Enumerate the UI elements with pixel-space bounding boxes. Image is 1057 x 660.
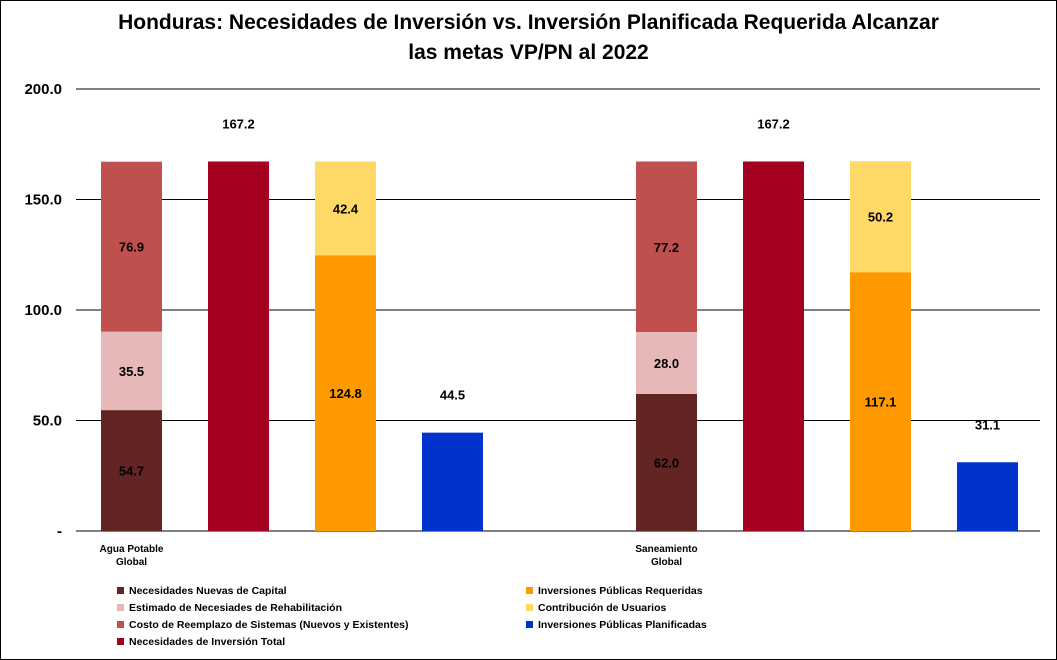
legend-item: Necesidades de Inversión Total <box>117 635 285 649</box>
y-tick-label: 50.0 <box>33 413 62 430</box>
data-label: 167.2 <box>757 116 790 131</box>
bar-segment <box>850 272 911 531</box>
bar-segment <box>957 462 1018 531</box>
data-label: 28.0 <box>654 356 679 371</box>
bar-segment <box>101 161 162 332</box>
y-tick-label: 100.0 <box>24 302 62 319</box>
category-label: Global <box>116 557 147 568</box>
bar-segment <box>850 161 911 273</box>
data-label: 54.7 <box>119 464 144 479</box>
legend-item: Contribución de Usuarios <box>526 601 666 615</box>
bar-segment <box>743 161 804 531</box>
data-label: 117.1 <box>865 395 897 410</box>
data-label: 77.2 <box>654 240 679 255</box>
legend-swatch <box>117 638 124 645</box>
data-label: 50.2 <box>868 210 893 225</box>
data-label: 31.1 <box>975 417 1000 432</box>
legend-item: Inversiones Públicas Planificadas <box>526 618 707 632</box>
legend-swatch <box>526 587 533 594</box>
y-tick-label: 200.0 <box>24 81 62 98</box>
bar-segment <box>636 161 697 333</box>
bar-segment <box>636 393 697 531</box>
chart-title-line-1: Honduras: Necesidades de Inversión vs. I… <box>118 11 939 34</box>
legend-swatch <box>117 621 124 628</box>
legend-item: Necesidades Nuevas de Capital <box>117 584 287 598</box>
bar-segment <box>315 255 376 531</box>
legend-item: Costo de Reemplazo de Sistemas (Nuevos y… <box>117 618 409 632</box>
data-label: 124.8 <box>329 386 362 401</box>
legend-label: Contribución de Usuarios <box>538 602 667 614</box>
data-label: 167.2 <box>222 116 255 131</box>
legend-label: Necesidades de Inversión Total <box>129 636 286 648</box>
data-label: 35.5 <box>119 364 144 379</box>
category-label: Global <box>651 557 682 568</box>
category-label: Saneamiento <box>635 544 697 555</box>
bar-segment <box>636 332 697 394</box>
data-label: 62.0 <box>654 455 679 470</box>
bar-segment <box>101 410 162 531</box>
legend-label: Costo de Reemplazo de Sistemas (Nuevos y… <box>129 619 409 631</box>
legend-swatch <box>526 621 533 628</box>
data-label: 44.5 <box>440 388 465 403</box>
legend-label: Inversiones Públicas Requeridas <box>538 585 703 597</box>
y-tick-label: - <box>57 523 62 540</box>
bar-segment <box>208 161 269 531</box>
legend-swatch <box>117 587 124 594</box>
chart-title: Honduras: Necesidades de Inversión vs. I… <box>0 8 1057 68</box>
data-label: 42.4 <box>333 201 359 216</box>
bar-segment <box>422 432 483 531</box>
bar-segment <box>315 161 376 256</box>
legend-swatch <box>117 604 124 611</box>
y-tick-label: 150.0 <box>24 192 62 209</box>
legend-item: Inversiones Públicas Requeridas <box>526 584 703 598</box>
legend-swatch <box>526 604 533 611</box>
legend-label: Necesidades Nuevas de Capital <box>129 585 287 597</box>
legend-label: Inversiones Públicas Planificadas <box>538 619 707 631</box>
chart-title-line-2: las metas VP/PN al 2022 <box>408 41 649 64</box>
data-label: 76.9 <box>119 240 144 255</box>
legend-item: Estimado de Necesiades de Rehabilitación <box>117 601 342 615</box>
bar-segment <box>101 331 162 411</box>
category-label: Agua Potable <box>100 544 164 555</box>
legend-label: Estimado de Necesiades de Rehabilitación <box>129 602 342 614</box>
